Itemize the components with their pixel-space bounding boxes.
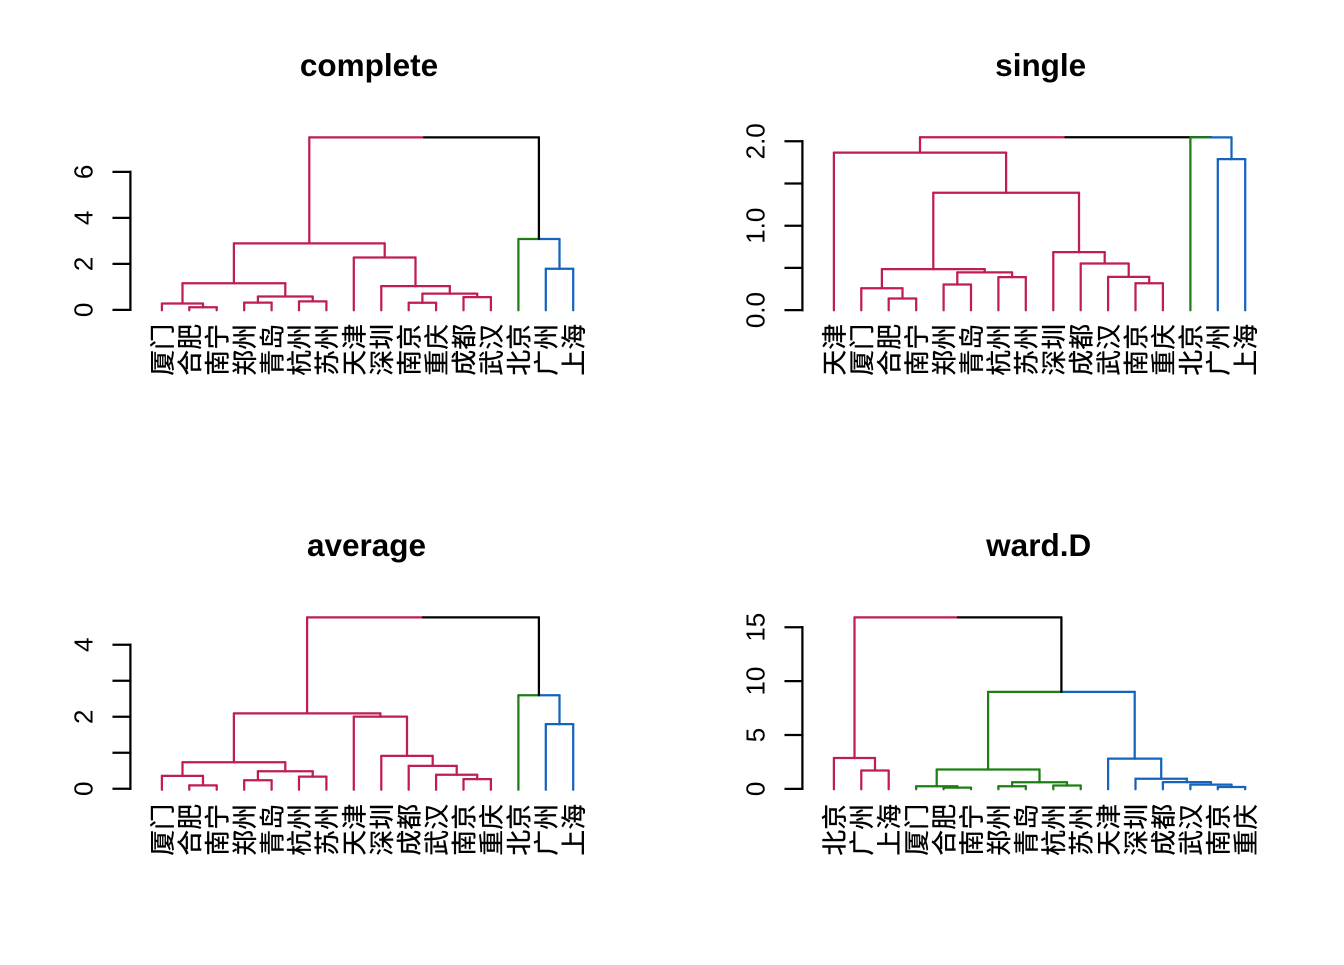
svg-text:10: 10: [740, 667, 770, 696]
svg-text:15: 15: [740, 613, 770, 642]
svg-text:5: 5: [740, 728, 770, 742]
svg-text:1.0: 1.0: [740, 208, 770, 244]
svg-text:0: 0: [69, 303, 99, 317]
svg-text:6: 6: [69, 165, 99, 179]
svg-text:0.0: 0.0: [740, 292, 770, 328]
svg-text:0: 0: [740, 782, 770, 796]
svg-text:4: 4: [69, 638, 99, 652]
svg-text:0: 0: [69, 782, 99, 796]
svg-text:4: 4: [69, 211, 99, 225]
svg-text:complete: complete: [300, 47, 438, 83]
svg-text:average: average: [307, 527, 426, 563]
svg-text:single: single: [995, 47, 1086, 83]
svg-text:2: 2: [69, 710, 99, 724]
svg-text:2: 2: [69, 257, 99, 271]
svg-text:ward.D: ward.D: [985, 527, 1091, 563]
svg-text:2.0: 2.0: [740, 123, 770, 159]
